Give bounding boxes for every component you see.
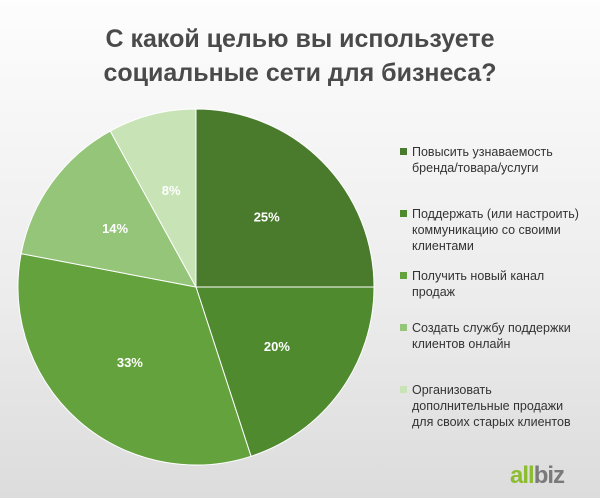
pie-slice-4	[20, 130, 197, 288]
legend-label: Получить новый канал продаж	[412, 269, 545, 299]
legend-item-3: Получить новый канал продаж	[400, 268, 595, 300]
pie-slice-2	[195, 286, 375, 457]
legend-swatch	[400, 386, 407, 393]
legend-item-2: Поддержать (или настроить) коммуникацию с…	[400, 206, 595, 254]
legend-label: Организовать дополнительные продажи для св…	[412, 383, 571, 429]
legend-swatch	[400, 148, 407, 155]
legend-item-1: Повысить узнаваемость бренда/товара/услуг…	[400, 144, 595, 176]
data-label-1: 25%	[254, 209, 280, 224]
legend-label: Создать службу поддержки клиентов онлайн	[412, 321, 571, 351]
legend-swatch	[400, 210, 407, 217]
data-label-5: 8%	[162, 183, 181, 198]
chart-title: С какой целью вы используете социальные …	[103, 25, 497, 87]
pie-slice-1	[195, 108, 375, 288]
legend-item-5: Организовать дополнительные продажи для св…	[400, 382, 595, 430]
allbiz-logo: allbiz	[510, 462, 565, 489]
data-label-4: 14%	[102, 221, 128, 236]
data-label-2: 20%	[264, 339, 290, 354]
legend-swatch	[400, 272, 407, 279]
legend-label: Поддержать (или настроить) коммуникацию с…	[412, 207, 579, 253]
legend-swatch	[400, 324, 407, 331]
pie-slice-5	[109, 108, 197, 288]
legend-label: Повысить узнаваемость бренда/товара/услуг…	[412, 145, 553, 175]
pie-slice-3	[17, 253, 252, 466]
legend-item-4: Создать службу поддержки клиентов онлайн	[400, 320, 595, 352]
data-label-3: 33%	[117, 355, 143, 370]
